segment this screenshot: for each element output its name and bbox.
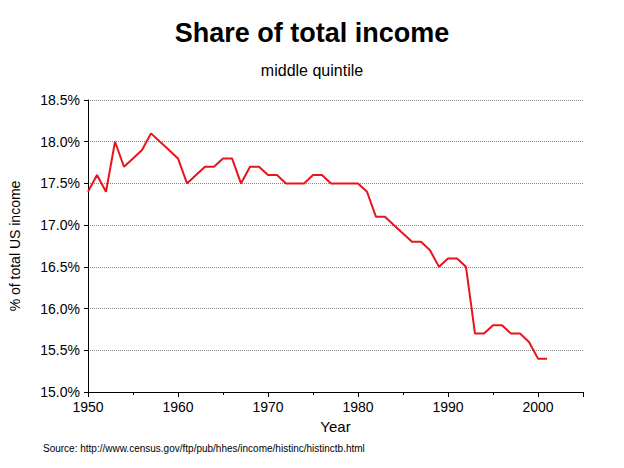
svg-text:2000: 2000 [522,399,553,415]
svg-text:1950: 1950 [72,399,103,415]
svg-text:17.0%: 17.0% [40,217,80,233]
svg-text:% of total US income: % of total US income [7,180,23,311]
svg-text:1970: 1970 [252,399,283,415]
svg-text:16.5%: 16.5% [40,259,80,275]
svg-text:15.0%: 15.0% [40,384,80,400]
svg-text:15.5%: 15.5% [40,342,80,358]
svg-text:18.5%: 18.5% [40,92,80,108]
svg-text:1960: 1960 [162,399,193,415]
svg-text:Share of total income: Share of total income [175,18,450,48]
svg-text:middle quintile: middle quintile [261,62,363,79]
svg-text:16.0%: 16.0% [40,301,80,317]
svg-text:18.0%: 18.0% [40,134,80,150]
svg-text:Year: Year [320,418,350,435]
svg-text:17.5%: 17.5% [40,175,80,191]
svg-text:1980: 1980 [342,399,373,415]
svg-text:1990: 1990 [432,399,463,415]
svg-text:Source: http://www.census.gov/: Source: http://www.census.gov/ftp/pub/hh… [43,443,365,454]
